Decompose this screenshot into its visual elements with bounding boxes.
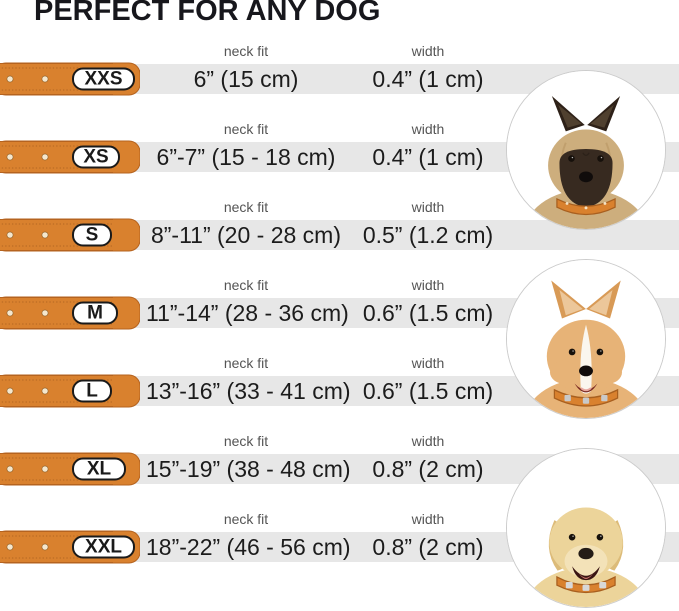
svg-text:L: L <box>86 381 98 402</box>
svg-text:M: M <box>87 303 103 324</box>
svg-text:S: S <box>86 225 99 246</box>
svg-text:XXL: XXL <box>85 537 122 558</box>
svg-text:XXS: XXS <box>84 69 122 90</box>
svg-text:XS: XS <box>83 147 108 168</box>
svg-text:XL: XL <box>87 459 112 480</box>
